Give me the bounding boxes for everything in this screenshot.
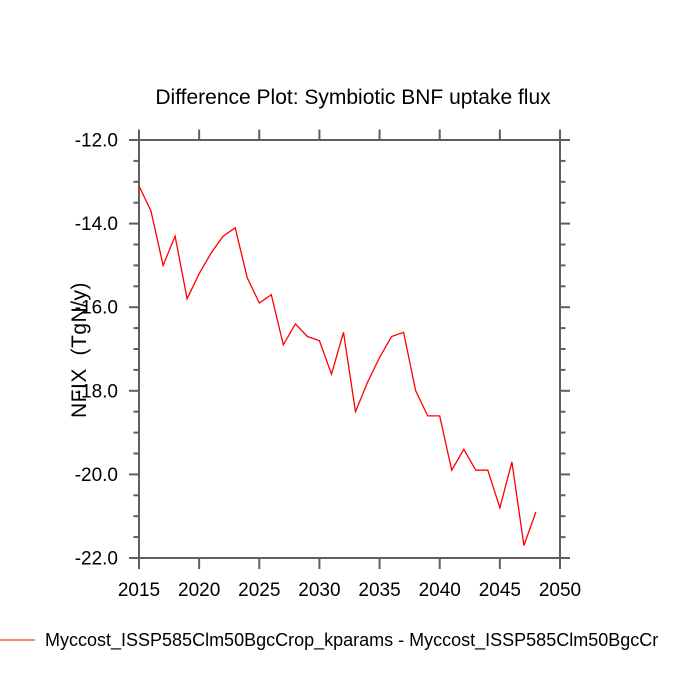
chart-title: Difference Plot: Symbiotic BNF uptake fl…	[155, 86, 551, 109]
x-tick-label: 2035	[358, 580, 400, 601]
legend: Myccost_ISSP585Clm50BgcCrop_kparams - My…	[0, 628, 700, 652]
y-tick-label: -16.0	[75, 298, 118, 319]
x-tick-label: 2050	[539, 580, 581, 601]
x-tick-label: 2040	[419, 580, 461, 601]
legend-line-swatch	[0, 639, 35, 641]
x-tick-label: 2015	[118, 580, 160, 601]
y-tick-label: -14.0	[75, 214, 118, 235]
plot-frame	[138, 139, 561, 559]
y-tick-label: -20.0	[75, 465, 118, 486]
x-tick-label: 2020	[178, 580, 220, 601]
x-tick-label: 2025	[238, 580, 280, 601]
y-tick-label: -18.0	[75, 381, 118, 402]
y-tick-label: -12.0	[75, 131, 118, 152]
difference-line-series	[138, 185, 537, 546]
y-axis-title: NFIX (TgN/y)	[68, 282, 91, 418]
x-tick-label: 2030	[298, 580, 340, 601]
x-tick-label: 2045	[479, 580, 521, 601]
y-tick-label: -22.0	[75, 549, 118, 570]
legend-label: Myccost_ISSP585Clm50BgcCrop_kparams - My…	[45, 629, 659, 650]
